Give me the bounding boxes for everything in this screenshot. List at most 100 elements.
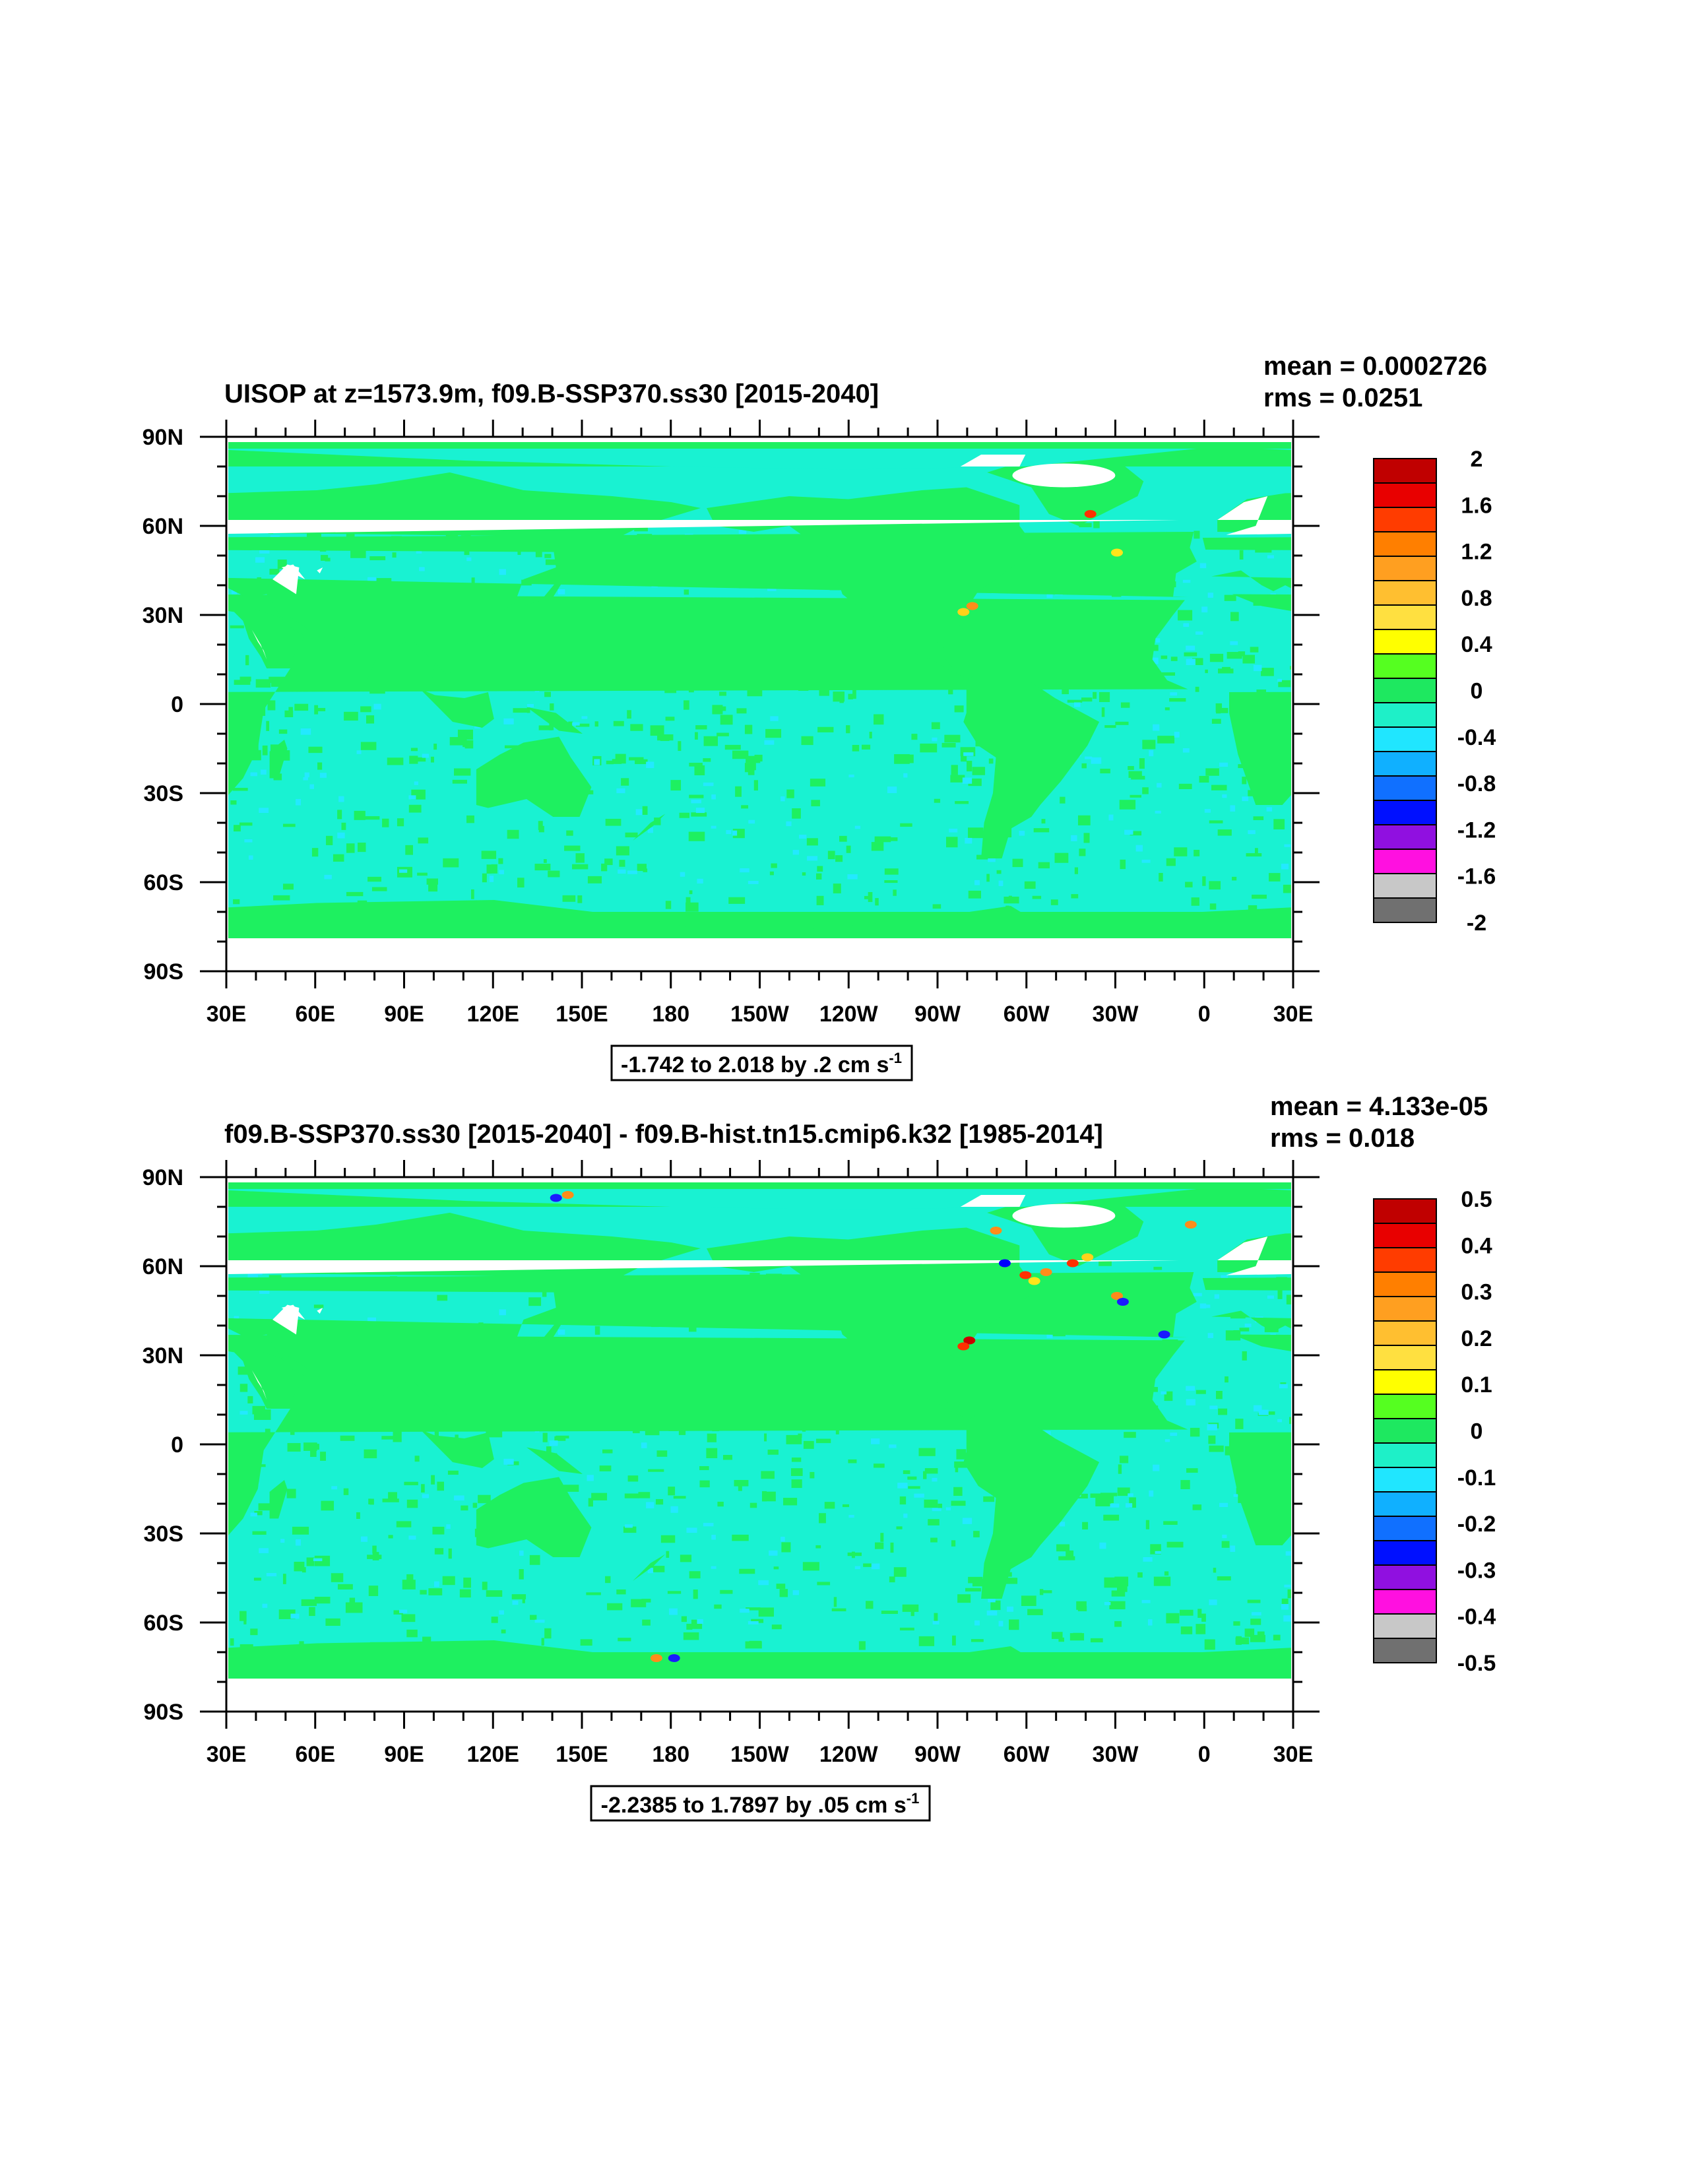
land-mass (1589, 1448, 1645, 1475)
colorbar-box (1373, 1540, 1437, 1566)
land-mass (1229, 1334, 1291, 1545)
colorbar-box (1373, 531, 1437, 557)
x-tick-label: 30W (1093, 1742, 1139, 1767)
colorbar-label: 0.4 (1461, 1233, 1492, 1258)
anomaly-spot (957, 1342, 970, 1351)
x-tick-label: 120W (819, 1002, 879, 1027)
missing-data (1335, 565, 1362, 594)
x-tick-label: 180 (652, 1002, 689, 1027)
land-mass (1539, 737, 1655, 818)
missing-data (228, 1260, 1179, 1275)
land-mass (1229, 594, 1291, 805)
anomaly-spot (650, 1654, 662, 1662)
colorbar-label: -0.2 (1457, 1512, 1496, 1537)
land-mass (0, 594, 125, 806)
colorbar-box (1373, 751, 1437, 777)
anomaly-spot (1158, 1330, 1170, 1339)
colorbar-box (1373, 1345, 1437, 1370)
x-tick-label: 120E (467, 1002, 519, 1027)
colorbar-label: -1.2 (1457, 818, 1496, 843)
missing-data (228, 520, 1179, 534)
colorbar-label: -0.5 (1457, 1651, 1496, 1676)
colorbar-box (1373, 1589, 1437, 1615)
land-mass (1333, 1480, 1351, 1519)
x-tick-label: 150W (730, 1742, 790, 1767)
land-mass (0, 1198, 80, 1267)
x-tick-labels: 30E 60E 90E 120E 150E 180 150W 120W 90W 60W 30W 0 30… (207, 1002, 1314, 1027)
land-mass (1202, 907, 1291, 938)
land-mass (1587, 573, 1631, 606)
colorbar-box (1373, 702, 1437, 728)
x-tick-label: 30W (1093, 1002, 1139, 1027)
missing-data (1335, 1305, 1362, 1335)
colorbar-label: -2 (1467, 911, 1486, 936)
colorbar-box (1373, 849, 1437, 874)
x-tick-label: 180 (652, 1742, 689, 1767)
colorbar-box (1373, 1223, 1437, 1248)
anomaly-spot (668, 1654, 680, 1662)
missing-data (1217, 1237, 1291, 1275)
land-mass (1587, 1314, 1631, 1347)
land-mass (1483, 1430, 1557, 1469)
colorbar-label: 0.1 (1461, 1372, 1492, 1397)
y-tick-label: 60S (144, 870, 184, 895)
land-mass (420, 689, 494, 728)
colorbar-label: 0.3 (1461, 1280, 1492, 1305)
missing-data (1217, 496, 1291, 535)
y-tick-labels: 90N 60N 30N 0 30S 60S 90S (143, 425, 183, 984)
land-mass (269, 1480, 288, 1519)
x-tick-label: 30E (207, 1002, 247, 1027)
x-tick-label: 120W (819, 1742, 879, 1767)
x-tick-label: 150W (730, 1002, 790, 1027)
colorbar-label: -1.6 (1457, 864, 1496, 889)
land-mass (228, 1272, 1194, 1296)
colorbar-box (1373, 800, 1437, 825)
colorbar-box (1373, 653, 1437, 679)
x-tick-label: 0 (1198, 1002, 1211, 1027)
x-tick-label: 30E (1273, 1742, 1314, 1767)
y-tick-label: 0 (171, 692, 183, 717)
missing-data (1012, 463, 1116, 488)
land-mass (420, 1429, 494, 1468)
y-tick-label: 90N (143, 425, 183, 450)
land-mass (228, 594, 1188, 795)
colorbar-box (1373, 580, 1437, 606)
rms-stat: rms = 0.0251 (1263, 383, 1422, 412)
x-tick-label: 60W (1004, 1742, 1050, 1767)
colorbar-label: -0.3 (1457, 1558, 1496, 1583)
y-tick-label: 0 (171, 1432, 183, 1458)
land-mass (228, 900, 1203, 938)
colorbar-box (1373, 1491, 1437, 1517)
y-tick-label: 60N (143, 514, 183, 539)
colorbar-label: -0.4 (1457, 725, 1496, 750)
land-mass (228, 1335, 1188, 1535)
colorbar-label: 0 (1471, 679, 1483, 704)
missing-data (1345, 565, 1368, 580)
colorbar (1373, 458, 1437, 923)
land-mass (0, 1213, 134, 1421)
anomaly-spot (998, 1259, 1011, 1268)
land-mass (269, 740, 288, 779)
land-mass (228, 1640, 1203, 1679)
svg-text:-1.742 to 2.018 by .2 cm s-1: -1.742 to 2.018 by .2 cm s-1 (621, 1050, 902, 1077)
map-plot (0, 435, 1655, 973)
colorbar-label: 1.6 (1461, 493, 1492, 518)
svg-text:-2.2385 to 1.7897 by .05 cm s-: -2.2385 to 1.7897 by .05 cm s-1 (601, 1790, 920, 1818)
x-tick-label: 150E (556, 1742, 608, 1767)
colorbar-box (1373, 1418, 1437, 1444)
chart-title: UISOP at z=1573.9m, f09.B-SSP370.ss30 [2… (224, 379, 879, 408)
colorbar-box (1373, 873, 1437, 899)
land-mass (0, 1335, 125, 1546)
y-tick-label: 60S (144, 1611, 184, 1636)
tick-marks (200, 420, 1320, 988)
x-tick-label: 120E (467, 1742, 519, 1767)
colorbar-box (1373, 1516, 1437, 1541)
arctic-ocean (0, 1189, 134, 1210)
colorbar-box (1373, 1198, 1437, 1224)
missing-data (1012, 1204, 1116, 1228)
missing-data (1315, 630, 1329, 660)
colorbar-label: 0 (1471, 1419, 1483, 1444)
colorbar-box (1373, 482, 1437, 508)
anomaly-spot (990, 1227, 1002, 1235)
y-tick-label: 30S (144, 781, 184, 806)
